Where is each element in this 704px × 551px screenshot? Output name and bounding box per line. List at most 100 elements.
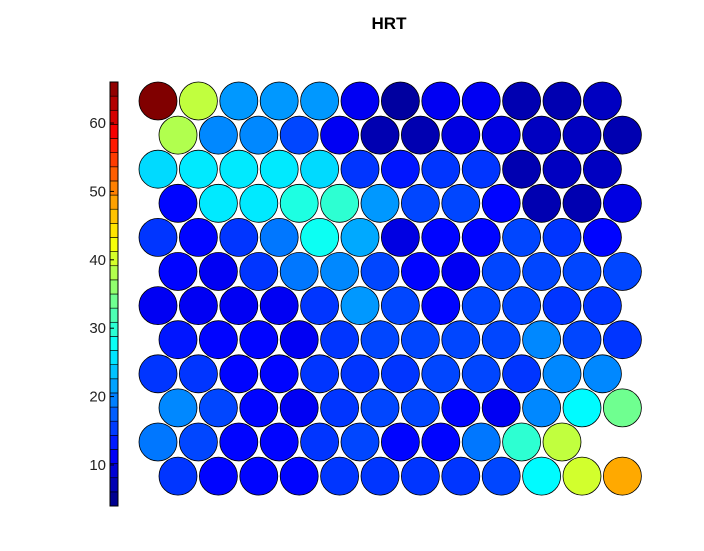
som-cell	[461, 422, 501, 462]
som-cell	[542, 422, 582, 462]
som-cell	[340, 286, 380, 326]
som-cell	[340, 81, 380, 121]
som-cell	[239, 115, 279, 155]
som-cell	[603, 456, 642, 496]
som-cell	[461, 149, 501, 189]
som-cell	[259, 149, 299, 189]
som-cell	[502, 422, 541, 462]
som-cell	[421, 217, 461, 257]
som-cell	[239, 388, 279, 428]
som-cell	[320, 115, 360, 155]
som-cell	[522, 456, 561, 496]
som-cell	[441, 252, 481, 291]
colorbar-segment	[109, 392, 119, 408]
colorbar-segment	[109, 406, 119, 422]
som-cell	[461, 286, 501, 326]
colorbar-tick-label: 10	[89, 457, 106, 474]
hex-cells	[138, 81, 642, 496]
som-cell	[562, 320, 602, 360]
colorbar-segment	[109, 223, 119, 238]
som-cell	[320, 320, 360, 360]
som-cell	[441, 115, 481, 155]
som-cell	[138, 354, 178, 394]
som-cell	[300, 81, 340, 121]
som-cell	[158, 252, 198, 291]
som-cell	[522, 320, 561, 360]
colorbar-segment	[109, 350, 119, 365]
som-cell	[380, 422, 420, 462]
som-cell	[400, 183, 440, 223]
som-cell	[502, 286, 541, 326]
som-cell	[219, 149, 259, 189]
som-cell	[138, 149, 178, 189]
som-cell	[380, 354, 420, 394]
som-cell	[400, 115, 440, 155]
som-cell	[461, 354, 501, 394]
colorbar-tick-label: 40	[89, 252, 106, 269]
som-cell	[300, 286, 340, 326]
som-cell	[380, 149, 420, 189]
som-cell	[380, 286, 420, 326]
colorbar-tick-label: 30	[89, 320, 106, 337]
colorbar-segment	[109, 138, 119, 153]
som-cell	[259, 422, 299, 462]
som-cell	[603, 183, 642, 223]
som-cell	[380, 81, 420, 121]
som-cell	[562, 252, 602, 291]
som-cell	[603, 388, 642, 428]
som-cell	[198, 388, 238, 428]
som-cell	[360, 252, 400, 291]
som-cell	[542, 149, 582, 189]
som-cell	[603, 115, 642, 155]
som-cell	[158, 115, 198, 155]
som-cell	[320, 388, 360, 428]
som-cell	[360, 183, 400, 223]
som-cell	[583, 217, 622, 257]
som-cell	[239, 252, 279, 291]
som-cell	[400, 456, 440, 496]
colorbar-segment	[109, 293, 119, 309]
som-cell	[239, 320, 279, 360]
som-cell	[562, 388, 602, 428]
som-cell	[279, 388, 319, 428]
som-cell	[320, 183, 360, 223]
colorbar-segment	[109, 166, 119, 182]
colorbar-segment	[109, 109, 119, 125]
som-cell	[380, 217, 420, 257]
som-cell	[542, 81, 582, 121]
colorbar-segment	[109, 449, 119, 464]
som-cell	[340, 217, 380, 257]
som-cell	[360, 456, 400, 496]
som-cell	[279, 456, 319, 496]
colorbar-segment	[109, 180, 119, 196]
som-cell	[239, 456, 279, 496]
som-cell	[522, 183, 561, 223]
som-cell	[340, 422, 380, 462]
som-cell	[219, 81, 259, 121]
som-cell	[583, 149, 622, 189]
som-cell	[421, 149, 461, 189]
colorbar-segment	[109, 251, 119, 267]
colorbar-segment	[109, 194, 119, 210]
som-cell	[158, 320, 198, 360]
som-cell	[461, 217, 501, 257]
som-cell	[542, 286, 582, 326]
som-cell	[178, 81, 218, 121]
som-cell	[198, 252, 238, 291]
som-cell	[219, 286, 259, 326]
som-cell	[502, 354, 541, 394]
som-cell	[562, 115, 602, 155]
som-cell	[583, 354, 622, 394]
som-cell	[138, 81, 178, 121]
colorbar-segment	[109, 208, 119, 224]
colorbar-segment	[109, 378, 119, 394]
colorbar-segment	[109, 364, 119, 380]
som-cell	[138, 422, 178, 462]
som-cell	[219, 354, 259, 394]
colorbar-segment	[109, 279, 119, 295]
colorbar-segment	[109, 95, 119, 111]
som-cell	[178, 217, 218, 257]
som-cell	[481, 183, 521, 223]
som-cell	[542, 217, 582, 257]
